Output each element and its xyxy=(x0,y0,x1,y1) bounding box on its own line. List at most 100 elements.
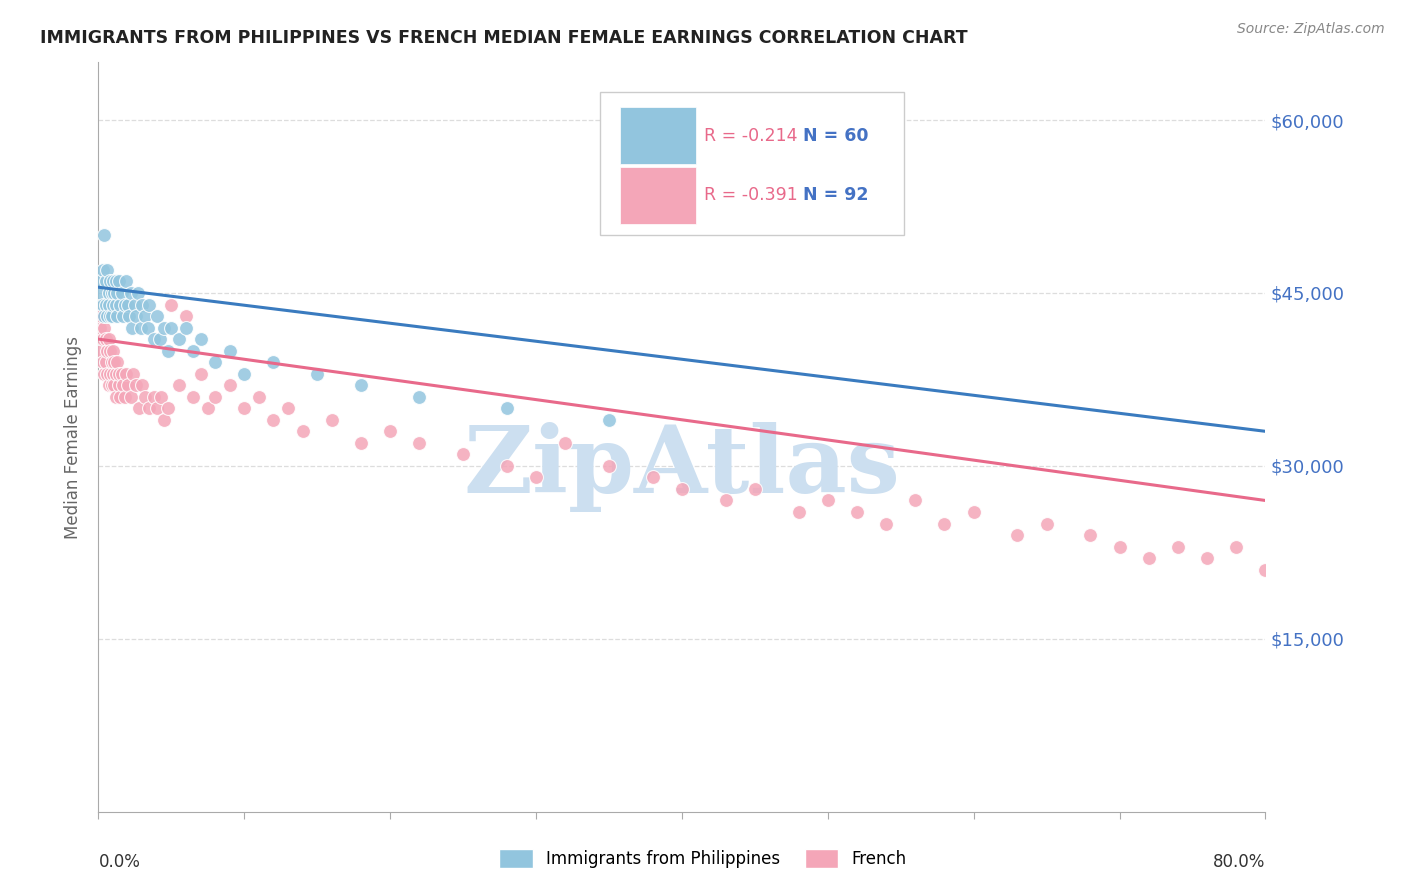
Point xyxy=(1108,540,1130,554)
Point xyxy=(128,401,150,416)
Point xyxy=(120,285,142,300)
Point xyxy=(157,401,180,416)
Point xyxy=(96,309,118,323)
Point xyxy=(90,309,112,323)
Point xyxy=(89,275,111,289)
Point xyxy=(125,309,148,323)
Point xyxy=(91,332,114,346)
Point xyxy=(233,367,256,381)
Point xyxy=(118,309,141,323)
Point xyxy=(114,390,136,404)
Point xyxy=(97,285,120,300)
Point xyxy=(1007,528,1029,542)
Point xyxy=(91,297,114,311)
Text: 80.0%: 80.0% xyxy=(1213,853,1265,871)
Point xyxy=(112,309,135,323)
Point xyxy=(100,355,122,369)
Point xyxy=(108,275,131,289)
Point xyxy=(247,390,270,404)
Point xyxy=(1035,516,1057,531)
Point xyxy=(94,355,117,369)
Point xyxy=(190,332,212,346)
FancyBboxPatch shape xyxy=(620,168,696,224)
Point xyxy=(115,275,138,289)
Point xyxy=(138,297,160,311)
Point xyxy=(91,355,114,369)
Point xyxy=(98,367,121,381)
Point xyxy=(94,297,117,311)
Point xyxy=(380,425,402,439)
Point xyxy=(142,332,165,346)
Point xyxy=(115,367,138,381)
Point xyxy=(101,367,124,381)
Point xyxy=(93,320,115,334)
Point xyxy=(117,378,139,392)
Text: R = -0.391: R = -0.391 xyxy=(704,186,797,204)
Point xyxy=(101,297,124,311)
Point xyxy=(105,285,128,300)
Point xyxy=(96,343,118,358)
Point xyxy=(153,320,176,334)
Point xyxy=(1284,585,1306,599)
Point xyxy=(110,390,132,404)
Point xyxy=(104,390,127,404)
Point xyxy=(787,505,810,519)
Point xyxy=(103,355,125,369)
Point xyxy=(554,435,576,450)
Point xyxy=(125,378,148,392)
Point xyxy=(598,458,620,473)
Point xyxy=(103,285,125,300)
Point xyxy=(94,275,117,289)
Point xyxy=(204,355,226,369)
Point xyxy=(160,297,183,311)
Point xyxy=(131,297,153,311)
Point xyxy=(524,470,547,484)
Point xyxy=(350,435,373,450)
Point xyxy=(90,343,112,358)
Point xyxy=(89,320,111,334)
Point xyxy=(190,367,212,381)
Point xyxy=(1254,563,1277,577)
Point xyxy=(1225,540,1247,554)
Point xyxy=(104,367,127,381)
Point xyxy=(114,297,136,311)
Point xyxy=(160,320,183,334)
Point xyxy=(671,482,693,496)
Point xyxy=(934,516,956,531)
Point xyxy=(496,458,519,473)
Point xyxy=(714,493,737,508)
Point xyxy=(104,297,127,311)
Point xyxy=(408,390,430,404)
Point xyxy=(136,320,159,334)
FancyBboxPatch shape xyxy=(600,93,904,235)
Point xyxy=(93,309,115,323)
Point xyxy=(291,425,314,439)
Point xyxy=(817,493,839,508)
Point xyxy=(1327,620,1350,634)
Point xyxy=(120,390,142,404)
Point xyxy=(262,355,284,369)
Point xyxy=(122,367,145,381)
Point xyxy=(218,343,240,358)
Point xyxy=(100,285,122,300)
Point xyxy=(112,378,135,392)
Point xyxy=(233,401,256,416)
Legend: Immigrants from Philippines, French: Immigrants from Philippines, French xyxy=(492,842,914,875)
Point xyxy=(1195,551,1218,566)
Point xyxy=(90,285,112,300)
Point xyxy=(105,355,128,369)
Point xyxy=(150,390,173,404)
Point xyxy=(598,413,620,427)
Point xyxy=(307,367,329,381)
Point xyxy=(157,343,180,358)
Point xyxy=(97,332,120,346)
Point xyxy=(846,505,869,519)
Text: R = -0.214: R = -0.214 xyxy=(704,127,797,145)
Point xyxy=(641,470,664,484)
Text: N = 60: N = 60 xyxy=(803,127,869,145)
Text: 0.0%: 0.0% xyxy=(98,853,141,871)
Point xyxy=(218,378,240,392)
Point xyxy=(129,320,152,334)
Point xyxy=(153,413,176,427)
Point xyxy=(167,332,190,346)
